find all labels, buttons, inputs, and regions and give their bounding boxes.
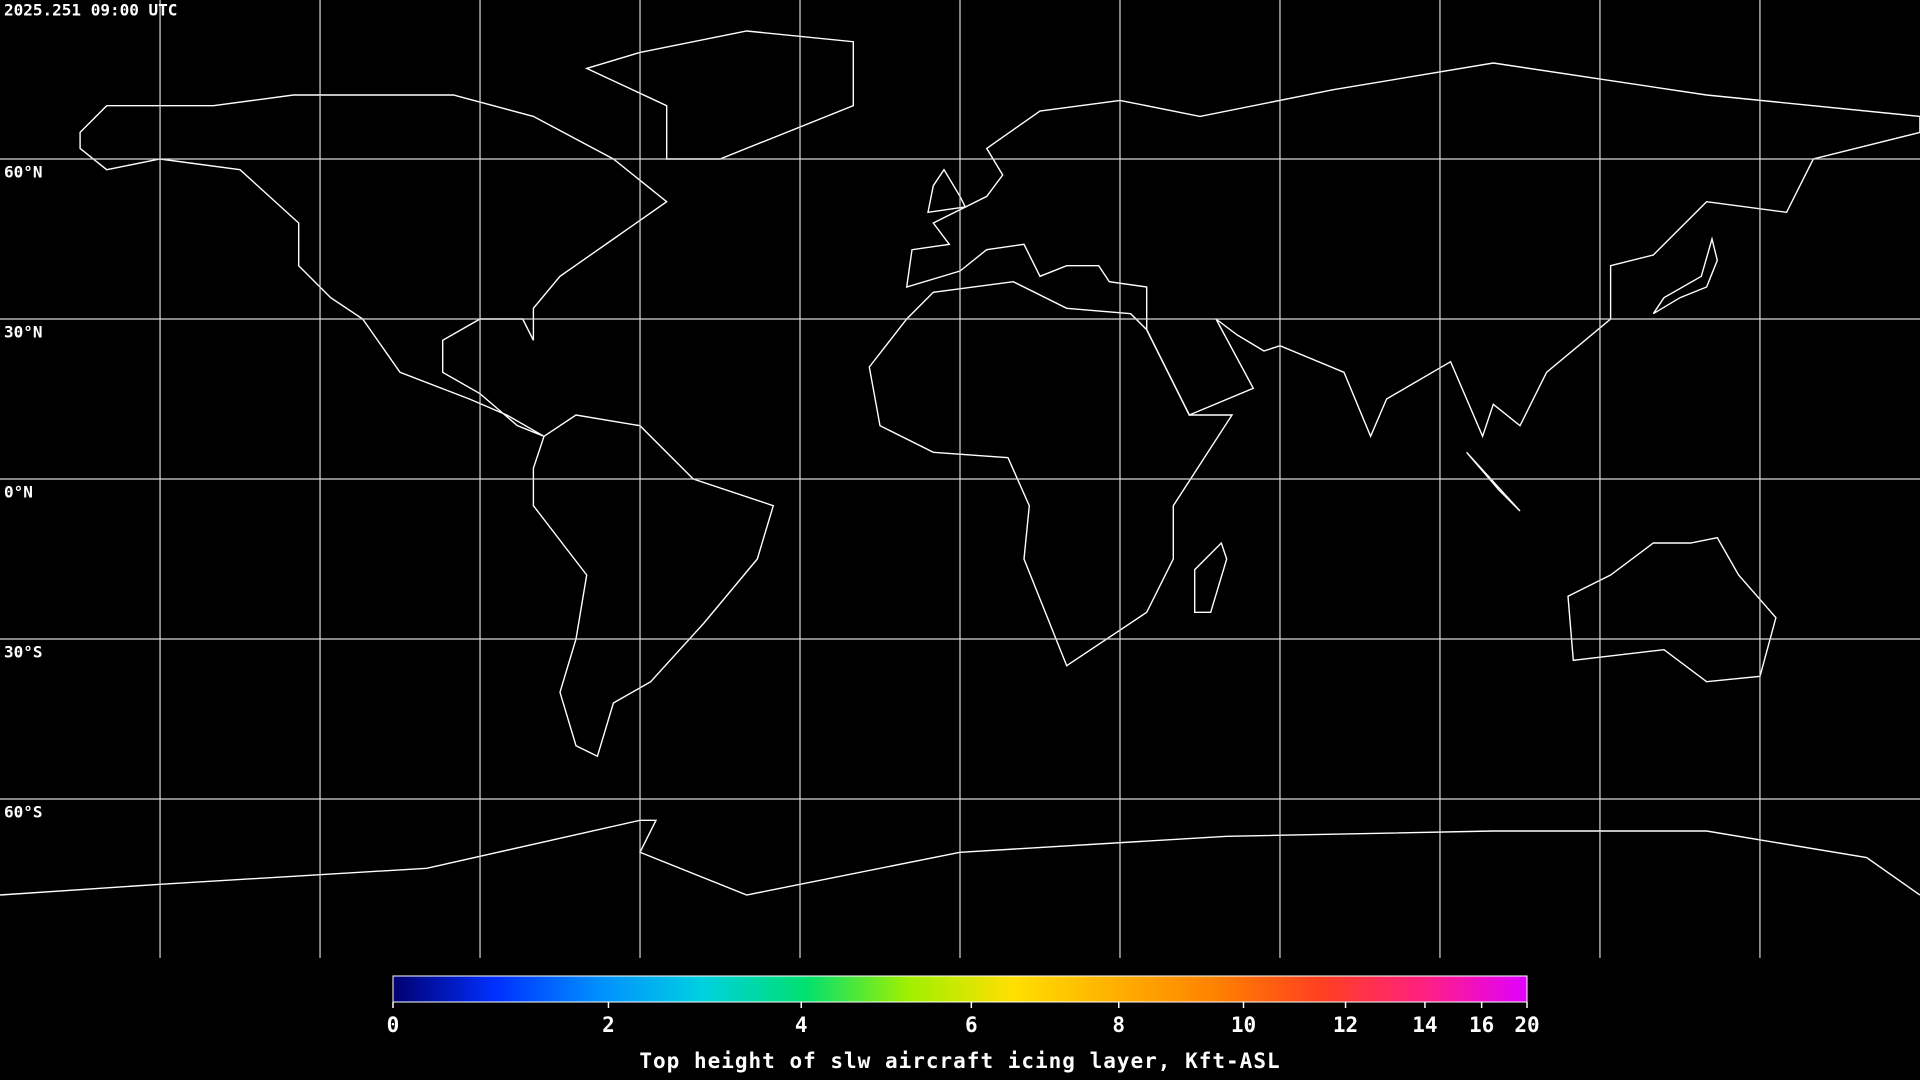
colorbar-title: Top height of slw aircraft icing layer, … (639, 1049, 1280, 1073)
colorbar-tick-label: 6 (965, 1013, 978, 1037)
coastlines (0, 30, 1920, 896)
coastline (868, 280, 1234, 667)
timestamp: 2025.251 09:00 UTC (4, 1, 177, 20)
lat-label: 60°S (4, 802, 43, 821)
coastline (79, 94, 668, 437)
coastline (1193, 541, 1228, 613)
coastline (1466, 451, 1521, 512)
colorbar-tick-label: 8 (1112, 1013, 1125, 1037)
colorbar-tick-label: 10 (1231, 1013, 1256, 1037)
lat-label: 30°N (4, 323, 43, 342)
coastline (905, 62, 1920, 439)
lat-label: 60°N (4, 163, 43, 182)
coastline (532, 414, 775, 758)
colorbar-tick-label: 20 (1514, 1013, 1539, 1037)
coastline (1652, 236, 1719, 315)
lat-label: 0°N (4, 483, 33, 502)
coastline (927, 168, 967, 214)
colorbar-tick-label: 14 (1412, 1013, 1437, 1037)
colorbar-tick-label: 2 (602, 1013, 615, 1037)
colorbar-tick-label: 0 (387, 1013, 400, 1037)
graticule (0, 0, 1920, 958)
colorbar-tick-label: 12 (1333, 1013, 1358, 1037)
colorbar (392, 975, 1528, 1003)
colorbar-tick-label: 4 (795, 1013, 808, 1037)
coastline (0, 819, 1920, 896)
colorbar-tick-label: 16 (1469, 1013, 1494, 1037)
coastline (1567, 536, 1777, 683)
lat-label: 30°S (4, 642, 43, 661)
